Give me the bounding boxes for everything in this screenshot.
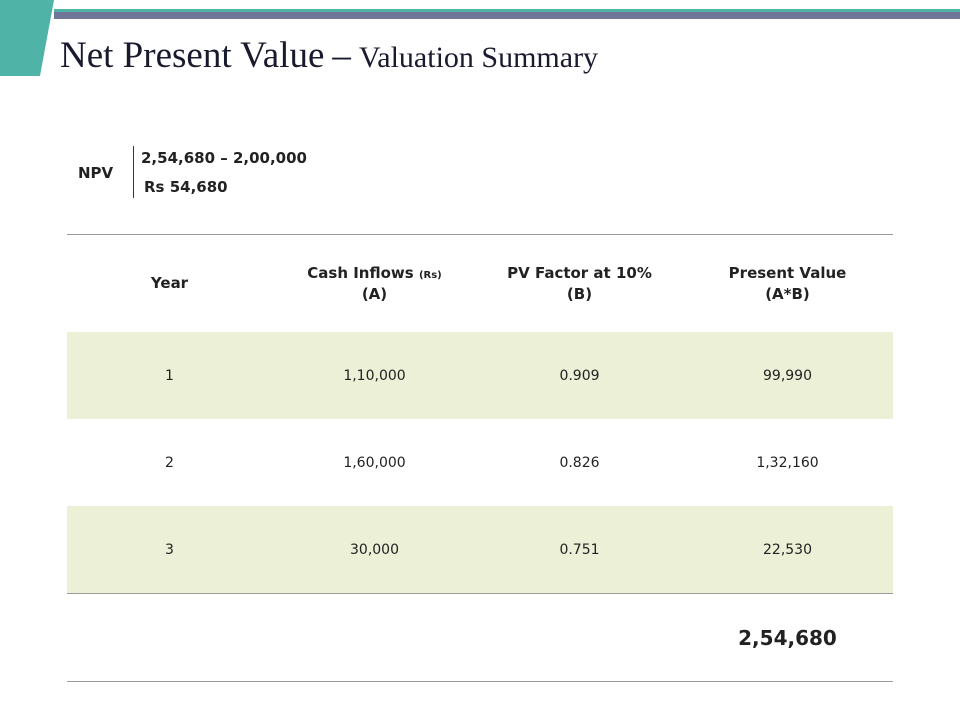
cell-empty [272,593,477,682]
table-row: 3 30,000 0.751 22,530 [67,506,893,594]
header-pv-code: (A*B) [765,284,810,303]
cell-factor: 0.909 [477,332,682,419]
cell-pv: 1,32,160 [756,454,819,471]
cell-cash: 30,000 [272,506,477,594]
header-cash-code: (A) [361,284,388,303]
cell-empty [477,593,682,682]
header-year-label: Year [150,274,189,292]
cell-year: 3 [67,506,272,594]
title-main: Net Present Value [60,35,325,76]
npv-divider [133,146,134,198]
header-cash-unit: (Rs) [418,269,442,281]
total-value: 2,54,680 [738,625,837,650]
title-dash: – [332,35,351,76]
cell-cash: 1,10,000 [272,332,477,419]
cell-pv: 99,990 [682,332,893,419]
npv-formula: 2,54,680 – 2,00,000 [141,149,307,167]
table-row: 1 1,10,000 0.909 99,990 [67,332,893,419]
corner-accent-shape [0,0,54,76]
header-pv-label: Present Value [728,263,847,282]
header-factor-label: PV Factor at 10% [507,263,652,282]
slide-title: Net Present Value – Valuation Summary [60,34,598,77]
header-bar [54,12,960,19]
cell-year: 1 [67,332,272,419]
total-present-value: 2,54,680 [682,593,893,682]
title-sub: Valuation Summary [358,41,599,74]
header-cash-inflows: Cash Inflows (Rs) (A) [272,234,477,332]
cell-pv: 22,530 [682,506,893,594]
header-factor-code: (B) [566,284,593,303]
table-row: 2 1,60,000 0.826 1,32,160 [67,419,893,506]
npv-result: Rs 54,680 [144,178,228,196]
cell-cash: 1,60,000 [343,454,406,471]
cell-factor: 0.826 [559,454,600,471]
header-accent-line [54,9,960,12]
cell-year: 2 [165,454,174,471]
header-present-value: Present Value (A*B) [682,234,893,332]
valuation-table: Year Cash Inflows (Rs) (A) PV Factor at … [67,234,893,682]
total-row: 2,54,680 [67,593,893,682]
cell-empty [67,593,272,682]
header-cash-label: Cash Inflows [307,263,414,282]
npv-label: NPV [78,164,114,182]
header-year: Year [67,234,272,332]
cell-factor: 0.751 [477,506,682,594]
table-header-row: Year Cash Inflows (Rs) (A) PV Factor at … [67,234,893,332]
header-pv-factor: PV Factor at 10% (B) [477,234,682,332]
